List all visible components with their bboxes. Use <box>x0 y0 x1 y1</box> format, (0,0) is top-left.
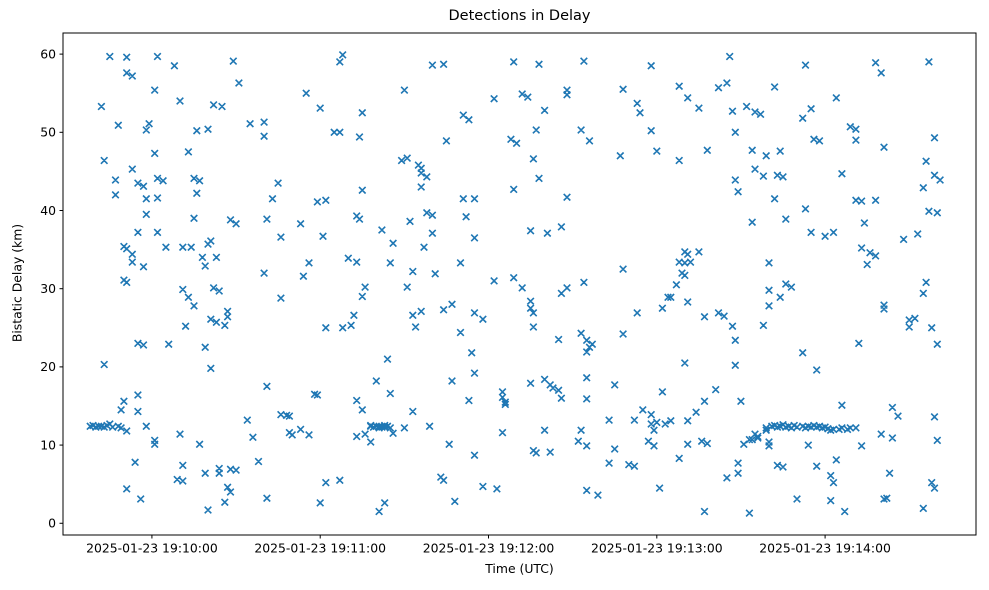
plot-frame <box>62 32 977 536</box>
x-tick-label: 2025-01-23 19:14:00 <box>759 541 891 556</box>
x-axis-label: Time (UTC) <box>485 561 554 576</box>
chart-title: Detections in Delay <box>448 8 591 24</box>
y-tick-label: 0 <box>48 516 56 531</box>
x-tick-label: 2025-01-23 19:13:00 <box>591 541 723 556</box>
y-axis-label: Bistatic Delay (km) <box>9 223 25 343</box>
y-tick-label: 60 <box>40 46 56 61</box>
y-tick-label: 40 <box>40 203 56 218</box>
x-tick-label: 2025-01-23 19:10:00 <box>86 541 218 556</box>
y-tick-label: 20 <box>40 359 56 374</box>
scatter-points <box>86 51 944 517</box>
x-tick-label: 2025-01-23 19:12:00 <box>423 541 555 556</box>
x-tick-label: 2025-01-23 19:11:00 <box>254 541 386 556</box>
y-tick-label: 50 <box>40 125 56 140</box>
y-tick-label: 30 <box>40 281 56 296</box>
y-tick-label: 10 <box>40 437 56 452</box>
